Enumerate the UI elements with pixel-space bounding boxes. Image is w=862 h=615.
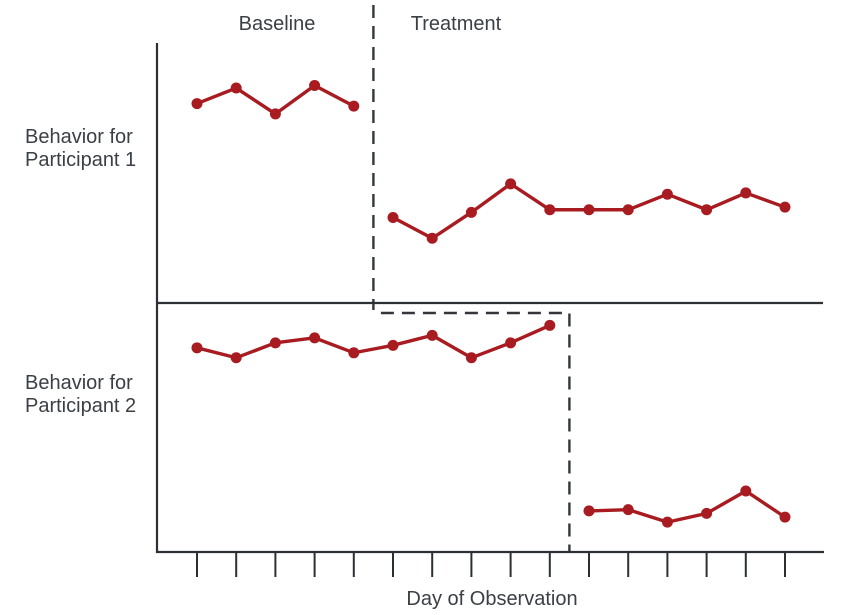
treatment-phase-label: Treatment	[410, 13, 502, 35]
data-point-participant2-baseline-day-9	[505, 337, 517, 349]
data-point-participant1-treatment-day-8	[465, 206, 477, 218]
data-point-participant2-treatment-day-16	[779, 511, 791, 523]
data-point-participant2-treatment-day-11	[583, 505, 595, 517]
data-point-participant2-baseline-day-3	[269, 337, 281, 349]
participant2-axis-label: Behavior for Participant 2	[25, 372, 136, 418]
phase-change-line-participant2	[380, 311, 571, 552]
data-point-participant2-baseline-day-7	[426, 329, 438, 341]
data-point-participant2-treatment-day-14	[701, 507, 713, 519]
data-point-participant1-treatment-day-9	[505, 178, 517, 190]
data-point-participant1-baseline-day-4	[309, 79, 321, 91]
participant1-axis-label-line1: Behavior for	[25, 126, 133, 148]
data-point-participant1-baseline-day-2	[230, 82, 242, 94]
data-point-participant1-treatment-day-15	[740, 187, 752, 199]
data-point-participant2-baseline-day-2	[230, 352, 242, 364]
data-point-participant1-treatment-day-11	[583, 204, 595, 216]
data-point-participant2-baseline-day-8	[465, 352, 477, 364]
data-point-participant1-treatment-day-16	[779, 201, 791, 213]
data-point-participant1-treatment-day-12	[622, 204, 634, 216]
series-line-participant2-treatment	[588, 488, 786, 524]
participant2-axis-label-line2: Participant 2	[25, 395, 137, 417]
data-point-participant1-baseline-day-1	[191, 98, 203, 110]
data-point-participant2-baseline-day-6	[387, 339, 399, 351]
data-point-participant1-baseline-day-3	[269, 108, 281, 120]
data-point-participant2-baseline-day-5	[348, 347, 360, 359]
data-point-participant2-treatment-day-12	[622, 504, 634, 516]
data-point-participant1-baseline-day-5	[348, 100, 360, 112]
data-point-participant1-treatment-day-10	[544, 204, 556, 216]
data-point-participant1-treatment-day-13	[661, 188, 673, 200]
data-point-participant2-treatment-day-15	[740, 485, 752, 497]
series-line-participant2-baseline	[196, 323, 551, 360]
data-point-participant2-baseline-day-4	[309, 332, 321, 344]
data-point-participant1-treatment-day-7	[426, 232, 438, 244]
participant1-axis-label: Behavior for Participant 1	[25, 126, 136, 172]
data-point-participant2-treatment-day-13	[661, 516, 673, 528]
data-point-participant2-baseline-day-1	[191, 342, 203, 354]
participant1-axis-label-line2: Participant 1	[25, 149, 137, 171]
data-point-participant1-treatment-day-14	[701, 204, 713, 216]
baseline-phase-label: Baseline	[238, 13, 316, 35]
participant2-axis-label-line1: Behavior for	[25, 372, 133, 394]
data-point-participant1-treatment-day-6	[387, 212, 399, 224]
data-point-participant2-baseline-day-10	[544, 319, 556, 331]
x-axis-title: Day of Observation	[406, 588, 578, 610]
